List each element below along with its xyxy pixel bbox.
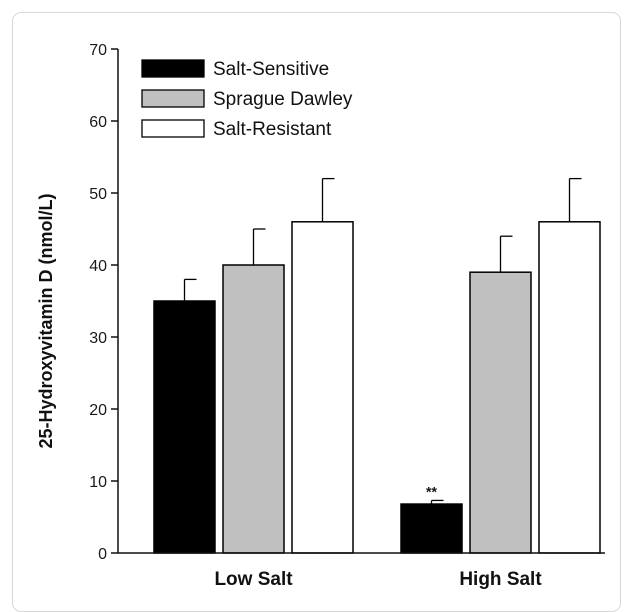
y-tick-label: 50 bbox=[89, 186, 107, 203]
x-category-label: Low Salt bbox=[214, 569, 293, 590]
significance-marker: ** bbox=[426, 483, 437, 499]
y-tick-label: 70 bbox=[89, 42, 107, 59]
bar bbox=[222, 264, 285, 554]
bar-chart: 0 10 20 30 40 50 60 70 ** Low Salt High Salt Sal… bbox=[36, 42, 605, 590]
bar bbox=[469, 271, 532, 554]
bar bbox=[153, 300, 216, 554]
legend-label: Salt-Resistant bbox=[213, 119, 332, 140]
legend-label: Sprague Dawley bbox=[213, 89, 353, 110]
y-tick-label: 30 bbox=[89, 330, 107, 347]
x-axis: Low Salt High Salt bbox=[118, 552, 605, 590]
bar bbox=[538, 221, 601, 554]
y-tick-label: 20 bbox=[89, 402, 107, 419]
bars: ** bbox=[153, 177, 601, 554]
y-axis: 0 10 20 30 40 50 60 70 bbox=[89, 42, 119, 563]
bar bbox=[291, 221, 354, 554]
x-category-label: High Salt bbox=[459, 569, 542, 590]
y-tick-label: 60 bbox=[89, 114, 107, 131]
legend-swatch bbox=[141, 89, 205, 108]
y-axis-label: 25-Hydroxyvitamin D (nmol/L) bbox=[36, 193, 56, 448]
legend-label: Salt-Sensitive bbox=[213, 59, 329, 80]
bar bbox=[400, 503, 463, 554]
legend-swatch bbox=[141, 119, 205, 138]
legend: Salt-Sensitive Sprague Dawley Salt-Resista… bbox=[141, 59, 353, 140]
legend-swatch bbox=[141, 59, 205, 78]
y-tick-label: 10 bbox=[89, 474, 107, 491]
y-tick-label: 40 bbox=[89, 258, 107, 275]
y-tick-label: 0 bbox=[98, 546, 107, 563]
